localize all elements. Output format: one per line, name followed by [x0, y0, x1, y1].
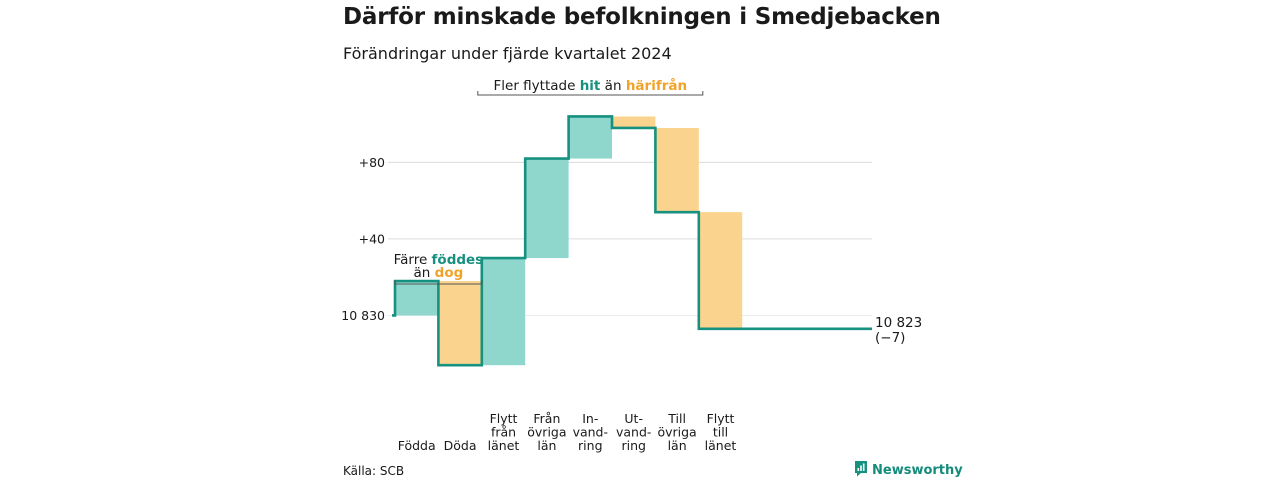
category-label-line: länet [705, 438, 737, 453]
category-label-line: Födda [398, 438, 436, 453]
increase-bar [481, 258, 526, 366]
annotation-fragment: dog [435, 265, 464, 281]
annotation-fragment: Fler flyttade [494, 78, 580, 94]
decrease-bar [612, 116, 656, 128]
category-label: Flytt till länet [705, 411, 737, 453]
end-change-label: (−7) [875, 330, 905, 346]
category-label: Födda [398, 438, 436, 453]
newsworthy-logo-icon [854, 460, 868, 481]
annotation-births-deaths: Färre föddes [394, 252, 484, 268]
category-label: Från övriga län [527, 411, 566, 453]
category-label-line: vand- [573, 425, 608, 440]
annotation-bracket [477, 91, 704, 96]
category-label-line: Flytt [707, 411, 735, 426]
category-label-line: Ut- [624, 411, 643, 426]
category-label: Till övriga län [657, 411, 696, 453]
category-label-line: In- [582, 411, 598, 426]
increase-bar [525, 158, 569, 259]
category-label: Döda [444, 438, 477, 453]
source-note: Källa: SCB [343, 464, 405, 478]
category-label-line: Flytt [490, 411, 518, 426]
category-label-line: ring [578, 438, 602, 453]
category-label-line: Från [533, 411, 560, 426]
category-label: Flytt från länet [488, 411, 520, 453]
category-label-line: län [668, 438, 687, 453]
category-label-line: övriga [527, 425, 566, 440]
chart-title: Därför minskade befolkningen i Smedjebac… [343, 4, 941, 30]
category-label-line: övriga [657, 425, 696, 440]
end-value-label: 10 823 [875, 315, 922, 331]
y-tick-label: +80 [359, 155, 385, 170]
category-label: Ut-vand-ring [616, 411, 651, 453]
annotation-births-deaths-line2: än dog [414, 265, 464, 281]
category-label-line: Till [667, 411, 686, 426]
annotation-fragment: än [414, 265, 435, 281]
chart-subtitle: Förändringar under fjärde kvartalet 2024 [343, 44, 672, 63]
annotation-fragment: än [600, 78, 625, 94]
brand-name: Newsworthy [872, 462, 963, 478]
category-label-line: Döda [444, 438, 477, 453]
category-label-line: ring [621, 438, 645, 453]
y-tick-label: 10 830 [341, 308, 385, 323]
increase-bar [568, 116, 612, 159]
annotation-fragment: härifrån [626, 77, 687, 94]
annotation-bracket [394, 280, 483, 285]
category-label-line: län [537, 438, 556, 453]
decrease-bar [655, 127, 699, 213]
y-tick-label: +40 [359, 231, 385, 246]
category-label: In-vand-ring [573, 411, 608, 453]
category-label-line: till [713, 425, 728, 440]
category-label-line: vand- [616, 425, 651, 440]
annotation-fragment: föddes [432, 252, 484, 268]
category-label-line: från [491, 425, 516, 440]
brand-logo: Newsworthy [854, 460, 963, 481]
annotation-fragment: Färre [394, 252, 432, 268]
category-label-line: länet [488, 438, 520, 453]
annotation-fragment: hit [580, 78, 601, 94]
increase-bar [395, 281, 439, 316]
cumulative-step-line [392, 115, 872, 367]
annotation-migration: Fler flyttade hit än härifrån [494, 77, 688, 94]
decrease-bar [438, 281, 482, 366]
decrease-bar [698, 212, 743, 329]
